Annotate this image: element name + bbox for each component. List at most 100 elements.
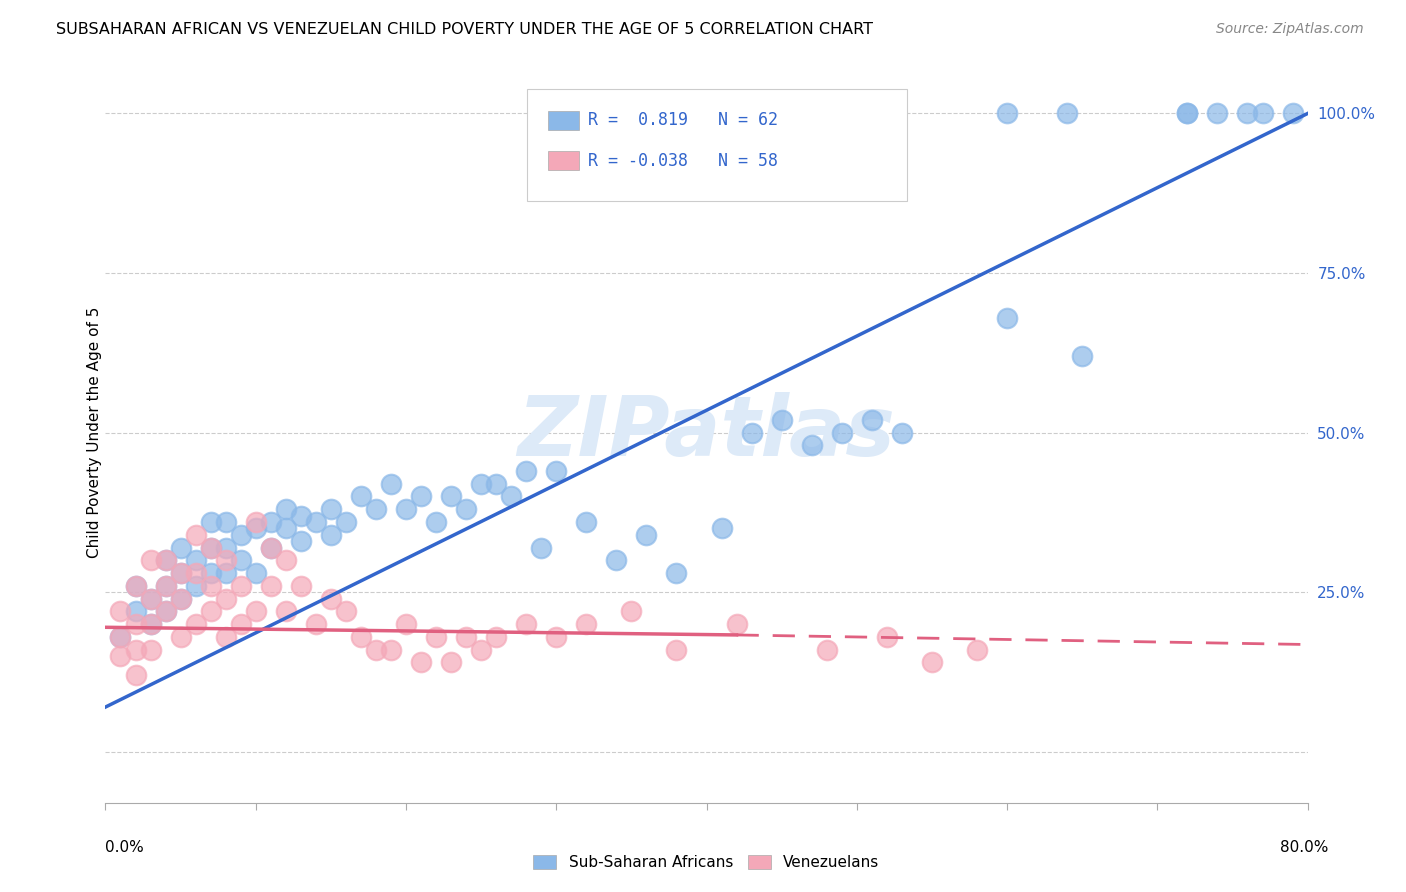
Point <box>636 527 658 541</box>
Point <box>124 617 146 632</box>
Point <box>395 502 418 516</box>
Point <box>319 591 342 606</box>
Point <box>440 656 463 670</box>
Point <box>155 553 177 567</box>
Point <box>110 630 132 644</box>
Point <box>800 438 823 452</box>
Point <box>260 579 283 593</box>
Point <box>335 515 357 529</box>
Point <box>425 630 447 644</box>
Point <box>350 630 373 644</box>
Point <box>229 579 252 593</box>
Point <box>200 541 222 555</box>
Point <box>155 579 177 593</box>
Point <box>110 604 132 618</box>
Point <box>409 490 432 504</box>
Point <box>155 553 177 567</box>
Point <box>1177 106 1199 120</box>
Point <box>229 617 252 632</box>
Text: ZIPatlas: ZIPatlas <box>517 392 896 473</box>
Point <box>260 515 283 529</box>
Point <box>319 527 342 541</box>
Point <box>184 617 207 632</box>
Point <box>1071 349 1094 363</box>
Point <box>966 642 988 657</box>
Text: R =  0.819   N = 62: R = 0.819 N = 62 <box>588 112 778 129</box>
Point <box>260 541 283 555</box>
Point <box>274 521 297 535</box>
Point <box>395 617 418 632</box>
Point <box>200 541 222 555</box>
Text: R = -0.038   N = 58: R = -0.038 N = 58 <box>588 152 778 169</box>
Point <box>456 630 478 644</box>
Point <box>364 502 387 516</box>
Point <box>110 630 132 644</box>
Point <box>1281 106 1303 120</box>
Point <box>470 476 492 491</box>
Point <box>515 464 537 478</box>
Point <box>1206 106 1229 120</box>
Point <box>155 604 177 618</box>
Point <box>501 490 523 504</box>
Point <box>274 553 297 567</box>
Point <box>169 630 191 644</box>
Point <box>139 617 162 632</box>
Point <box>274 502 297 516</box>
Point <box>139 591 162 606</box>
Point <box>214 630 236 644</box>
Point <box>530 541 553 555</box>
Point <box>890 425 912 440</box>
Point <box>470 642 492 657</box>
Point <box>860 413 883 427</box>
Point <box>665 566 688 580</box>
Point <box>440 490 463 504</box>
Point <box>921 656 943 670</box>
Point <box>290 579 312 593</box>
Legend: Sub-Saharan Africans, Venezuelans: Sub-Saharan Africans, Venezuelans <box>527 849 886 877</box>
Point <box>169 591 191 606</box>
Point <box>139 617 162 632</box>
Point <box>995 310 1018 325</box>
Point <box>274 604 297 618</box>
Point <box>124 579 146 593</box>
Point <box>485 476 508 491</box>
Point <box>741 425 763 440</box>
Point <box>124 642 146 657</box>
Point <box>1236 106 1258 120</box>
Point <box>200 604 222 618</box>
Point <box>1177 106 1199 120</box>
Point <box>200 566 222 580</box>
Point <box>214 541 236 555</box>
Y-axis label: Child Poverty Under the Age of 5: Child Poverty Under the Age of 5 <box>87 307 101 558</box>
Point <box>139 642 162 657</box>
Point <box>710 521 733 535</box>
Point <box>245 566 267 580</box>
Text: Source: ZipAtlas.com: Source: ZipAtlas.com <box>1216 22 1364 37</box>
Point <box>425 515 447 529</box>
Point <box>214 566 236 580</box>
Point <box>169 591 191 606</box>
Point <box>305 515 328 529</box>
Point <box>200 515 222 529</box>
Point <box>1056 106 1078 120</box>
Point <box>184 527 207 541</box>
Point <box>665 642 688 657</box>
Point <box>169 541 191 555</box>
Point <box>620 604 643 618</box>
Point <box>815 642 838 657</box>
Text: 80.0%: 80.0% <box>1281 840 1329 855</box>
Point <box>725 617 748 632</box>
Point <box>380 642 402 657</box>
Point <box>214 515 236 529</box>
Point <box>169 566 191 580</box>
Point <box>184 566 207 580</box>
Point <box>155 604 177 618</box>
Point <box>139 591 162 606</box>
Point <box>124 579 146 593</box>
Point <box>335 604 357 618</box>
Point <box>245 515 267 529</box>
Point <box>260 541 283 555</box>
Text: 0.0%: 0.0% <box>105 840 145 855</box>
Point <box>546 630 568 644</box>
Point <box>831 425 853 440</box>
